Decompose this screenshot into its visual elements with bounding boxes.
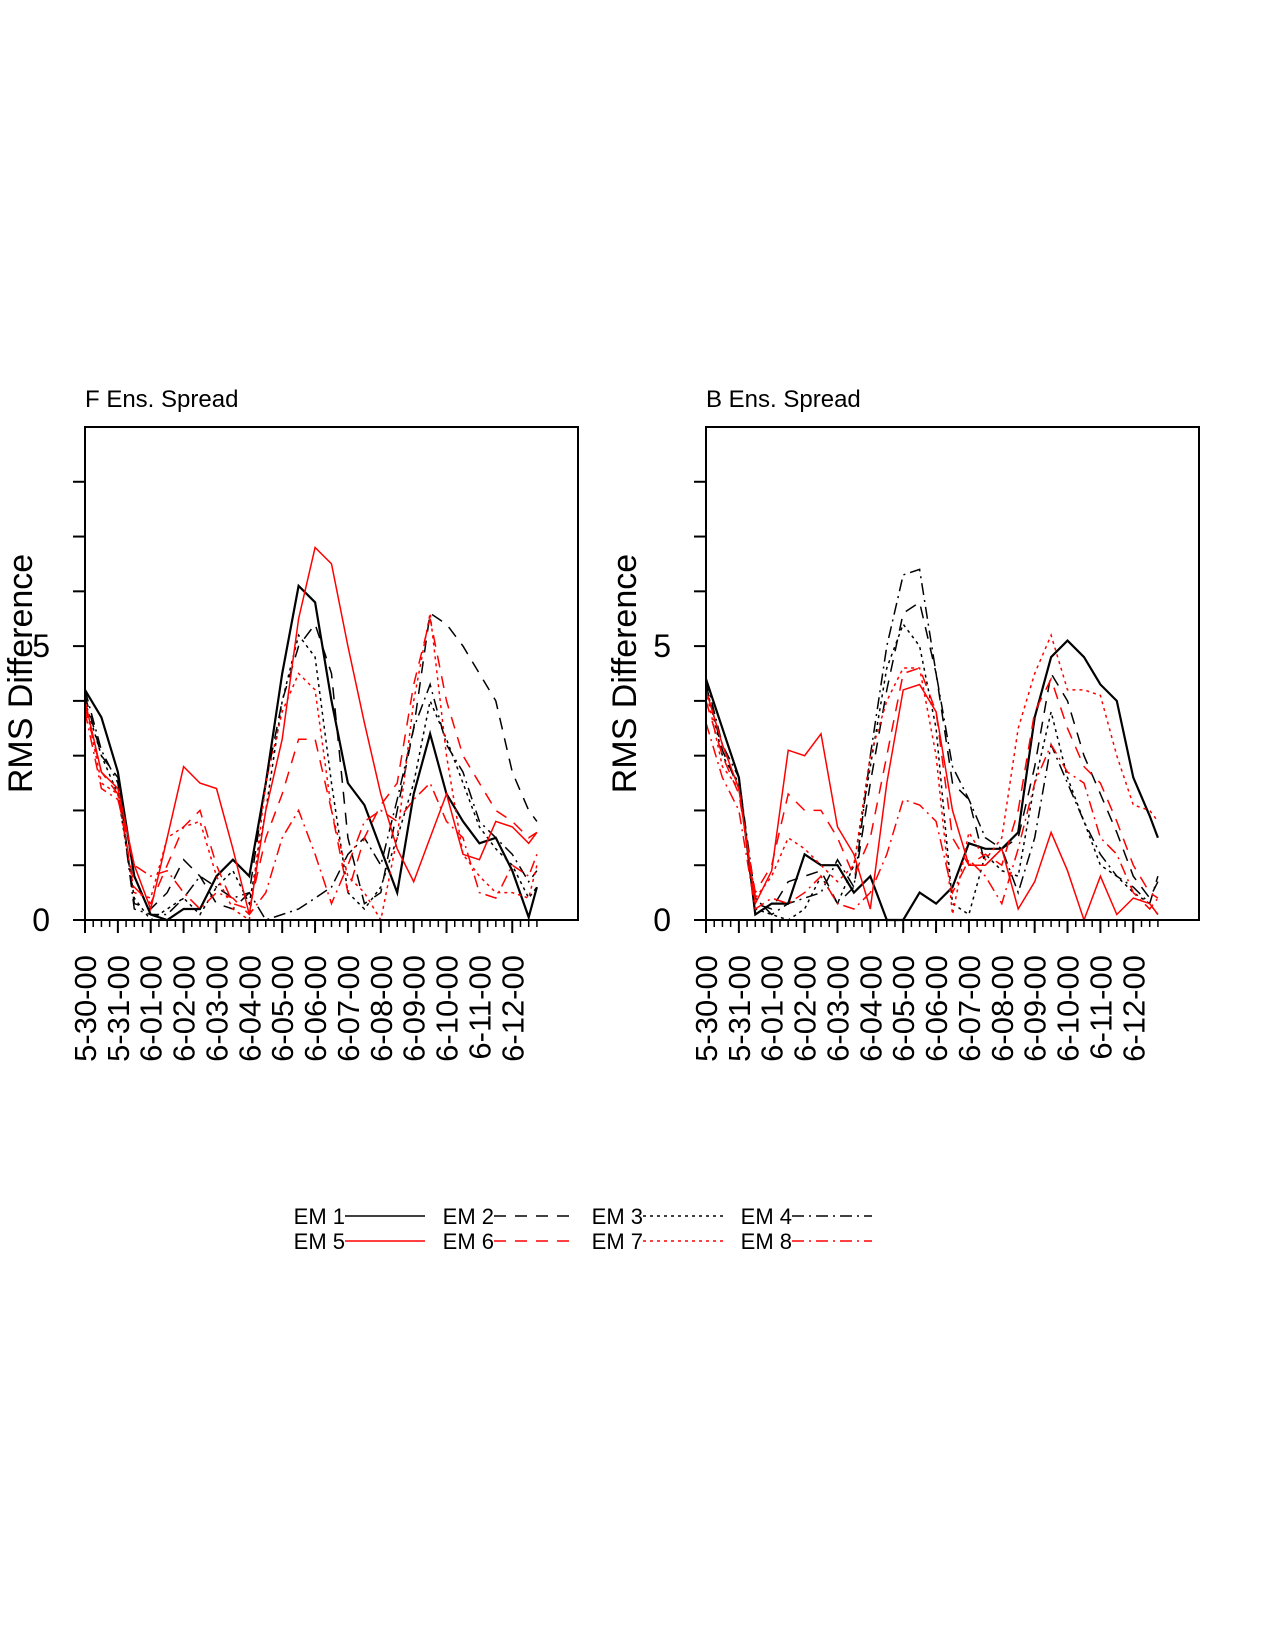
x-tick-label: 6-11-00 bbox=[462, 955, 497, 1060]
series-line bbox=[84, 682, 538, 921]
plot-frame bbox=[705, 426, 1200, 921]
x-tick-label: 6-12-00 bbox=[495, 955, 530, 1062]
x-tick-label: 6-08-00 bbox=[985, 955, 1020, 1062]
series-line bbox=[705, 622, 1159, 921]
x-tick-label: 6-02-00 bbox=[788, 955, 823, 1062]
legend-label: EM 3 bbox=[592, 1204, 643, 1229]
chart-title: B Ens. Spread bbox=[706, 386, 861, 413]
x-tick-label: 6-12-00 bbox=[1116, 955, 1151, 1062]
x-tick-label: 5-31-00 bbox=[101, 955, 136, 1062]
plot-frame bbox=[84, 426, 579, 921]
x-tick-label: 6-10-00 bbox=[430, 955, 465, 1062]
x-tick-label: 5-30-00 bbox=[68, 955, 103, 1062]
x-tick-label: 6-03-00 bbox=[820, 955, 855, 1062]
y-tick-label: 0 bbox=[653, 902, 671, 938]
legend-label: EM 7 bbox=[592, 1229, 643, 1254]
x-tick-label: 6-01-00 bbox=[755, 955, 790, 1062]
y-tick-label: 5 bbox=[653, 628, 671, 664]
series-line bbox=[84, 583, 538, 922]
series-line bbox=[84, 633, 538, 922]
legend-label: EM 8 bbox=[741, 1229, 792, 1254]
y-axis-label: RMS Difference bbox=[606, 554, 644, 793]
legend-label: EM 1 bbox=[294, 1204, 345, 1229]
y-tick-label: 5 bbox=[32, 628, 50, 664]
x-tick-label: 6-07-00 bbox=[331, 955, 366, 1062]
series-line bbox=[705, 568, 1159, 916]
x-tick-label: 6-01-00 bbox=[134, 955, 169, 1062]
legend-label: EM 6 bbox=[443, 1229, 494, 1254]
x-tick-label: 6-10-00 bbox=[1051, 955, 1086, 1062]
legend-label: EM 5 bbox=[294, 1229, 345, 1254]
x-tick-label: 6-05-00 bbox=[265, 955, 300, 1062]
series-line bbox=[84, 611, 538, 910]
legend-label: EM 2 bbox=[443, 1204, 494, 1229]
x-tick-label: 6-07-00 bbox=[952, 955, 987, 1062]
x-tick-label: 6-09-00 bbox=[397, 955, 432, 1062]
series-line bbox=[705, 683, 1159, 923]
x-tick-label: 6-02-00 bbox=[167, 955, 202, 1062]
x-tick-label: 6-08-00 bbox=[364, 955, 399, 1062]
x-tick-label: 6-03-00 bbox=[199, 955, 234, 1062]
y-axis-label: RMS Difference bbox=[2, 554, 40, 793]
legend-label: EM 4 bbox=[741, 1204, 792, 1229]
x-tick-label: 6-04-00 bbox=[232, 955, 267, 1062]
series-line bbox=[704, 639, 1159, 922]
x-tick-label: 6-04-00 bbox=[853, 955, 888, 1062]
x-tick-label: 6-05-00 bbox=[886, 955, 921, 1062]
x-tick-label: 5-30-00 bbox=[689, 955, 724, 1062]
chart-title: F Ens. Spread bbox=[85, 386, 238, 413]
series-line bbox=[705, 633, 1159, 915]
x-tick-label: 6-09-00 bbox=[1018, 955, 1053, 1062]
x-tick-label: 6-11-00 bbox=[1083, 955, 1118, 1060]
series-line bbox=[84, 613, 538, 923]
series-line bbox=[84, 618, 538, 910]
series-line bbox=[705, 722, 1159, 911]
x-tick-label: 5-31-00 bbox=[722, 955, 757, 1062]
x-tick-label: 6-06-00 bbox=[919, 955, 954, 1062]
y-tick-label: 0 bbox=[32, 902, 50, 938]
series-line bbox=[705, 667, 1159, 899]
series-line bbox=[84, 711, 538, 916]
x-tick-label: 6-06-00 bbox=[298, 955, 333, 1062]
series-line bbox=[705, 601, 1159, 910]
